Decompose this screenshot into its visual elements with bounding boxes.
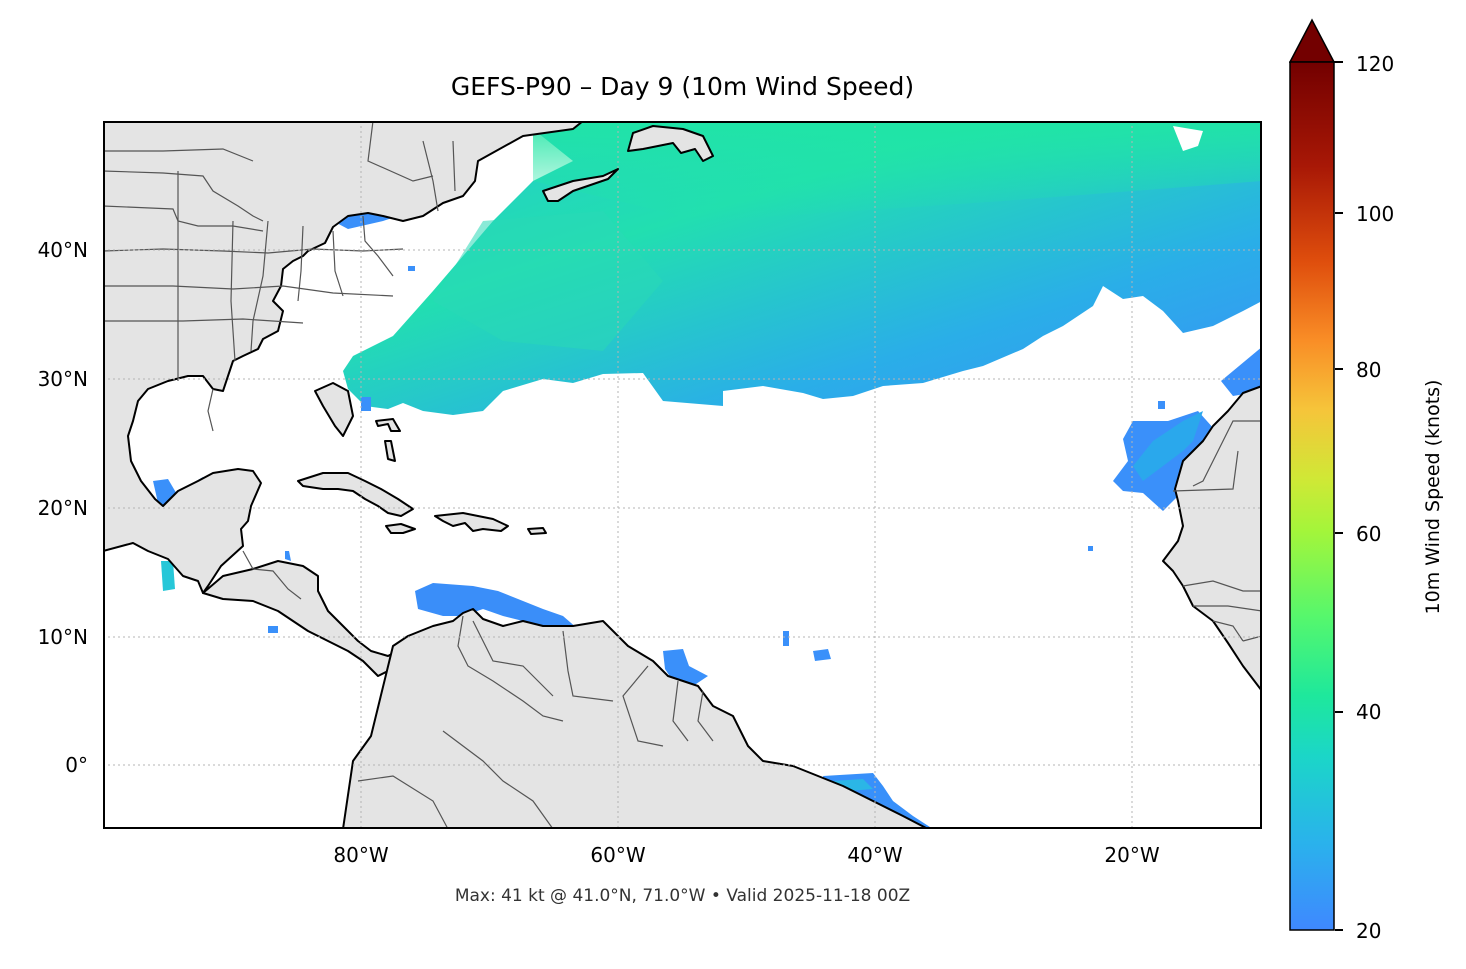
colorbar-tick-20: 20 xyxy=(1356,919,1382,943)
jamaica-land xyxy=(385,523,416,534)
map-plot-area xyxy=(103,121,1262,829)
colorbar-tick-60: 60 xyxy=(1356,522,1382,546)
nova-scotia-land xyxy=(542,168,619,202)
cuba-land xyxy=(297,472,414,517)
gridlines xyxy=(103,121,1262,829)
lat-label-40n: 40°N xyxy=(37,238,88,262)
lon-label-60w: 60°W xyxy=(590,843,646,867)
colorbar-ticks xyxy=(1335,61,1343,931)
north-america-land xyxy=(103,121,584,594)
colorbar-tick-40: 40 xyxy=(1356,700,1382,724)
colorbar-label: 10m Wind Speed (knots) xyxy=(1422,379,1444,615)
newfoundland-land xyxy=(627,125,714,162)
wind-field xyxy=(103,121,1262,829)
colorbar-gradient xyxy=(1289,61,1335,931)
colorbar-extend-arrow xyxy=(1289,18,1335,63)
political-borders xyxy=(103,121,1262,829)
land xyxy=(103,121,1262,829)
hispaniola-land xyxy=(434,512,509,532)
map-frame xyxy=(103,121,1262,829)
lat-label-10n: 10°N xyxy=(37,625,88,649)
lon-label-40w: 40°W xyxy=(847,843,903,867)
lat-label-30n: 30°N xyxy=(37,367,88,391)
lon-label-20w: 20°W xyxy=(1104,843,1160,867)
colorbar-tick-100: 100 xyxy=(1356,202,1395,226)
lat-label-20n: 20°N xyxy=(37,496,88,520)
colorbar xyxy=(1289,18,1335,931)
south-america-land xyxy=(342,608,929,829)
lat-label-0: 0° xyxy=(65,753,88,777)
africa-land xyxy=(1162,385,1262,692)
colorbar-tick-80: 80 xyxy=(1356,358,1382,382)
chart-title: GEFS-P90 – Day 9 (10m Wind Speed) xyxy=(450,72,915,101)
colorbar-tick-120: 120 xyxy=(1356,52,1395,76)
puerto-rico-land xyxy=(527,527,547,535)
max-valid-caption: Max: 41 kt @ 41.0°N, 71.0°W • Valid 2025… xyxy=(454,886,911,906)
lon-label-80w: 80°W xyxy=(333,843,389,867)
